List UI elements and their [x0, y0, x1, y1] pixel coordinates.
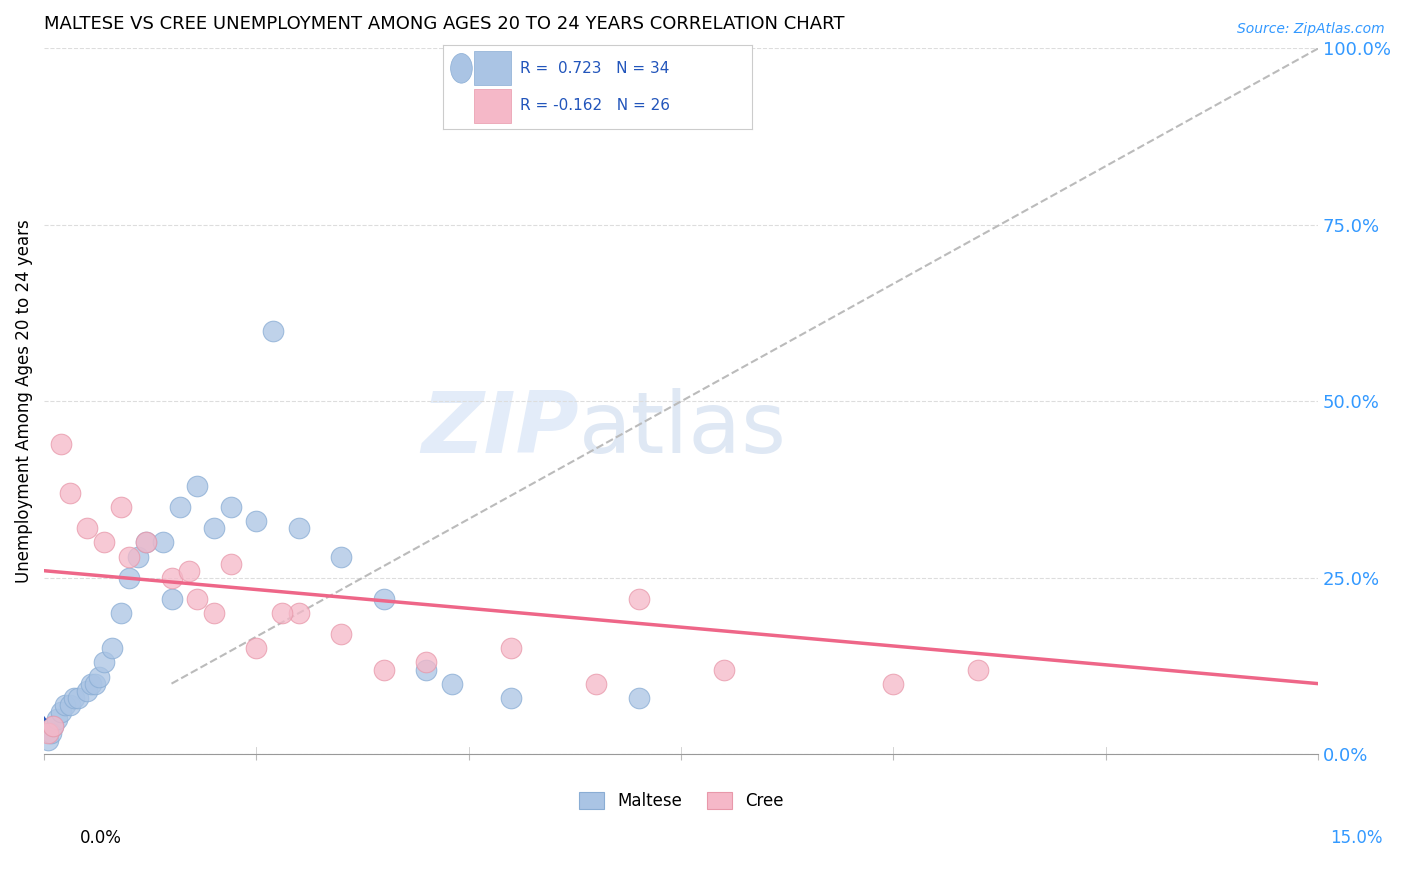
Point — [271, 606, 294, 620]
Point — [160, 571, 183, 585]
Point — [186, 479, 208, 493]
Point — [49, 705, 72, 719]
Point — [58, 486, 80, 500]
Point — [76, 683, 98, 698]
Legend: Maltese, Cree: Maltese, Cree — [572, 785, 790, 816]
Point — [93, 535, 115, 549]
Point — [41, 719, 63, 733]
Point — [135, 535, 157, 549]
Point — [202, 521, 225, 535]
Point — [288, 606, 311, 620]
Y-axis label: Unemployment Among Ages 20 to 24 years: Unemployment Among Ages 20 to 24 years — [15, 219, 32, 583]
Point — [63, 690, 86, 705]
Point — [967, 663, 990, 677]
Point — [627, 690, 650, 705]
Point — [84, 676, 107, 690]
Text: atlas: atlas — [579, 388, 787, 471]
Point — [585, 676, 607, 690]
FancyBboxPatch shape — [474, 88, 510, 122]
Point — [76, 521, 98, 535]
Point — [53, 698, 76, 712]
Point — [330, 549, 353, 564]
Text: R =  0.723   N = 34: R = 0.723 N = 34 — [520, 61, 669, 76]
Point — [67, 690, 90, 705]
Text: 0.0%: 0.0% — [80, 829, 122, 847]
Point — [58, 698, 80, 712]
Point — [89, 669, 111, 683]
Point — [118, 571, 141, 585]
Point — [169, 500, 191, 515]
Point — [330, 627, 353, 641]
Point — [262, 324, 284, 338]
Text: Source: ZipAtlas.com: Source: ZipAtlas.com — [1237, 22, 1385, 37]
Point — [415, 663, 437, 677]
Point — [110, 606, 132, 620]
Point — [135, 535, 157, 549]
Text: 15.0%: 15.0% — [1330, 829, 1384, 847]
Point — [202, 606, 225, 620]
Point — [219, 557, 242, 571]
Point — [152, 535, 174, 549]
Point — [713, 663, 735, 677]
FancyBboxPatch shape — [474, 52, 510, 86]
Point — [219, 500, 242, 515]
Point — [37, 726, 59, 740]
Point — [39, 726, 62, 740]
Point — [186, 591, 208, 606]
Point — [501, 641, 523, 656]
Point — [373, 663, 395, 677]
Point — [110, 500, 132, 515]
Point — [373, 591, 395, 606]
Point — [440, 676, 463, 690]
Text: ZIP: ZIP — [422, 388, 579, 471]
Point — [41, 719, 63, 733]
Point — [93, 656, 115, 670]
Ellipse shape — [450, 54, 472, 83]
Point — [118, 549, 141, 564]
Point — [882, 676, 904, 690]
Point — [245, 641, 267, 656]
Point — [45, 712, 67, 726]
Point — [101, 641, 124, 656]
Point — [160, 591, 183, 606]
Text: MALTESE VS CREE UNEMPLOYMENT AMONG AGES 20 TO 24 YEARS CORRELATION CHART: MALTESE VS CREE UNEMPLOYMENT AMONG AGES … — [44, 15, 845, 33]
Point — [177, 564, 200, 578]
Point — [37, 733, 59, 747]
Point — [127, 549, 149, 564]
Point — [501, 690, 523, 705]
Point — [288, 521, 311, 535]
Point — [80, 676, 103, 690]
Point — [627, 591, 650, 606]
Point — [415, 656, 437, 670]
Point — [49, 436, 72, 450]
Text: R = -0.162   N = 26: R = -0.162 N = 26 — [520, 98, 671, 113]
Point — [245, 514, 267, 528]
